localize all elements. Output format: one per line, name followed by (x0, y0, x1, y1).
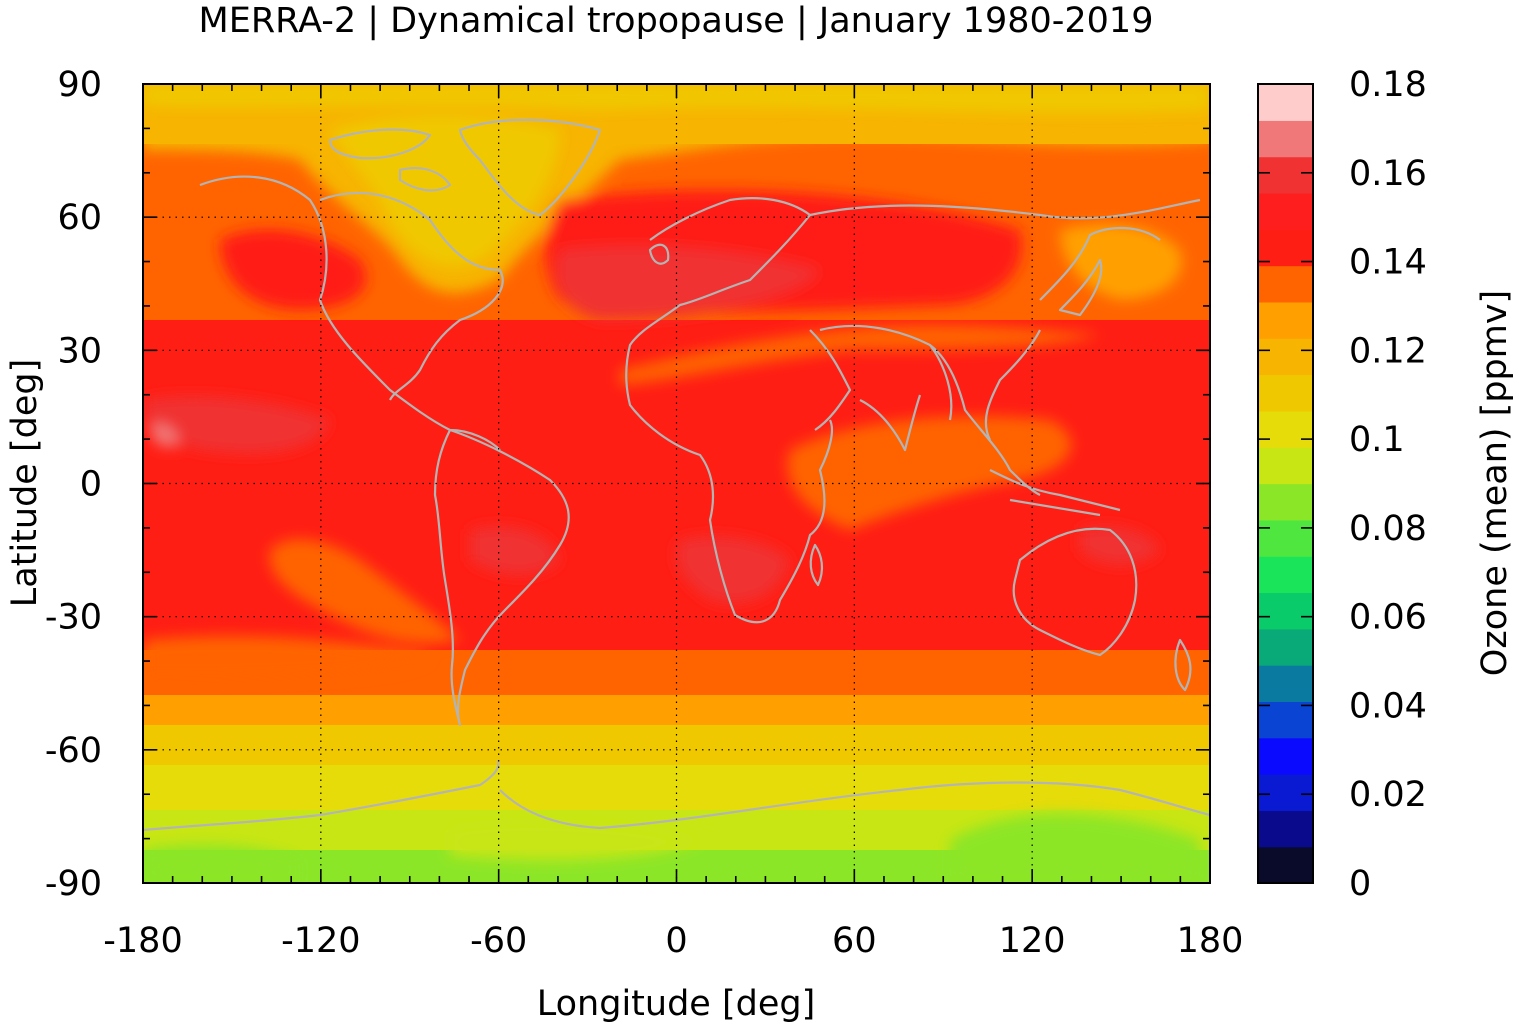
colorbar-tick-label: 0.12 (1349, 331, 1427, 371)
colorbar-tick-label: 0.1 (1349, 420, 1405, 460)
colorbar-segment (1258, 483, 1313, 521)
colorbar-segment (1258, 156, 1313, 194)
x-tick-label: 60 (832, 921, 877, 961)
y-tick-label: 90 (57, 65, 102, 105)
field-patch (269, 539, 460, 644)
y-tick-label: -60 (45, 731, 102, 771)
colorbar-segment (1258, 519, 1313, 557)
colorbar-tick-label: 0.02 (1349, 775, 1427, 815)
colorbar-segment (1258, 774, 1313, 811)
x-tick-labels: -180 -120 -60 0 60 120 180 (103, 921, 1243, 961)
y-tick-label: -30 (45, 598, 102, 638)
colorbar-tick-label: 0 (1349, 864, 1371, 904)
x-tick-label: 120 (999, 921, 1066, 961)
colorbar-segment (1258, 229, 1313, 267)
field-patch (143, 635, 430, 680)
band-south-1 (143, 695, 1210, 725)
coastline-indonesia (989, 469, 1121, 517)
colorbar-segment (1258, 628, 1313, 666)
figure-title: MERRA-2 | Dynamical tropopause | January… (199, 1, 1154, 41)
colorbar-tick-label: 0.16 (1349, 154, 1427, 194)
coastline-madagascar (809, 543, 824, 587)
coastline-arabia-india (809, 329, 922, 452)
colorbar-segment (1258, 84, 1313, 121)
coastline-greenland (458, 118, 602, 217)
coastline-new-zealand (1174, 638, 1192, 692)
colorbar-tick-label: 0.18 (1349, 65, 1427, 105)
field-patch (150, 423, 179, 447)
y-tick-label: -90 (45, 864, 102, 904)
field-patch (220, 229, 367, 310)
colorbar-segment (1258, 737, 1313, 775)
colorbar-segment (1258, 846, 1313, 884)
y-tick-label: 0 (80, 465, 102, 505)
field-patch (556, 246, 820, 320)
coastline-australia (1012, 527, 1138, 657)
colorbar-tick-label: 0.08 (1349, 509, 1427, 549)
field-patch (330, 115, 560, 267)
x-tick-label: -120 (281, 921, 360, 961)
map-ticks (142, 83, 1211, 884)
coastline-uk (648, 243, 670, 265)
x-tick-label: 180 (1177, 921, 1244, 961)
y-axis-label: Latitude [deg] (5, 359, 45, 607)
band-south-2 (143, 725, 1210, 765)
colorbar-segment (1258, 192, 1313, 230)
colorbar-segment (1258, 301, 1313, 339)
coastlines (143, 118, 1210, 832)
field-patch (676, 536, 790, 604)
coastline-antarctica (143, 759, 1210, 832)
colorbar-segment (1258, 810, 1313, 848)
colorbar-label: Ozone (mean) [ppmv] (1475, 290, 1515, 676)
field-patch (143, 396, 330, 454)
field-patch (620, 324, 1100, 385)
x-axis-label: Longitude [deg] (537, 984, 815, 1024)
colorbar-frame (1257, 83, 1314, 884)
colorbar-segment (1258, 265, 1313, 303)
map-plot (143, 84, 1210, 883)
colorbar-segment (1258, 556, 1313, 594)
colorbar-segment (1258, 120, 1313, 158)
field-patch (450, 823, 700, 860)
x-tick-label: -60 (470, 921, 527, 961)
coastline-south-america (433, 428, 570, 727)
grid-lines (143, 84, 1210, 883)
colorbar-segment (1258, 592, 1313, 630)
coastline-europe-africa (625, 197, 834, 624)
colorbar (1258, 84, 1313, 884)
y-tick-label: 60 (57, 198, 102, 238)
y-tick-labels: 90 60 30 0 -30 -60 -90 (45, 65, 102, 904)
x-tick-label: 0 (665, 921, 687, 961)
field-patch (1060, 224, 1182, 300)
colorbar-segment (1258, 374, 1313, 412)
colorbar-segment (1258, 410, 1313, 448)
field-patch (470, 526, 560, 575)
colorbar-segment (1258, 338, 1313, 376)
colorbar-segment (1258, 701, 1313, 739)
colorbar-ticks: 0.18 0.16 0.14 0.12 0.1 0.08 0.06 0.04 0.02 0 (1258, 65, 1427, 904)
y-tick-label: 30 (57, 331, 102, 371)
colorbar-tick-label: 0.06 (1349, 598, 1427, 638)
colorbar-segment (1258, 665, 1313, 703)
field-patch (950, 813, 1200, 883)
field-patch (1080, 526, 1160, 565)
x-tick-label: -180 (103, 921, 182, 961)
colorbar-tick-label: 0.14 (1349, 243, 1427, 283)
colorbar-segment (1258, 447, 1313, 485)
field-patch (143, 844, 300, 883)
colorbar-tick-label: 0.04 (1349, 686, 1427, 726)
coastline-japan (1058, 258, 1103, 317)
field-patch (787, 416, 1072, 530)
coastline-arctic-islands (328, 128, 452, 192)
